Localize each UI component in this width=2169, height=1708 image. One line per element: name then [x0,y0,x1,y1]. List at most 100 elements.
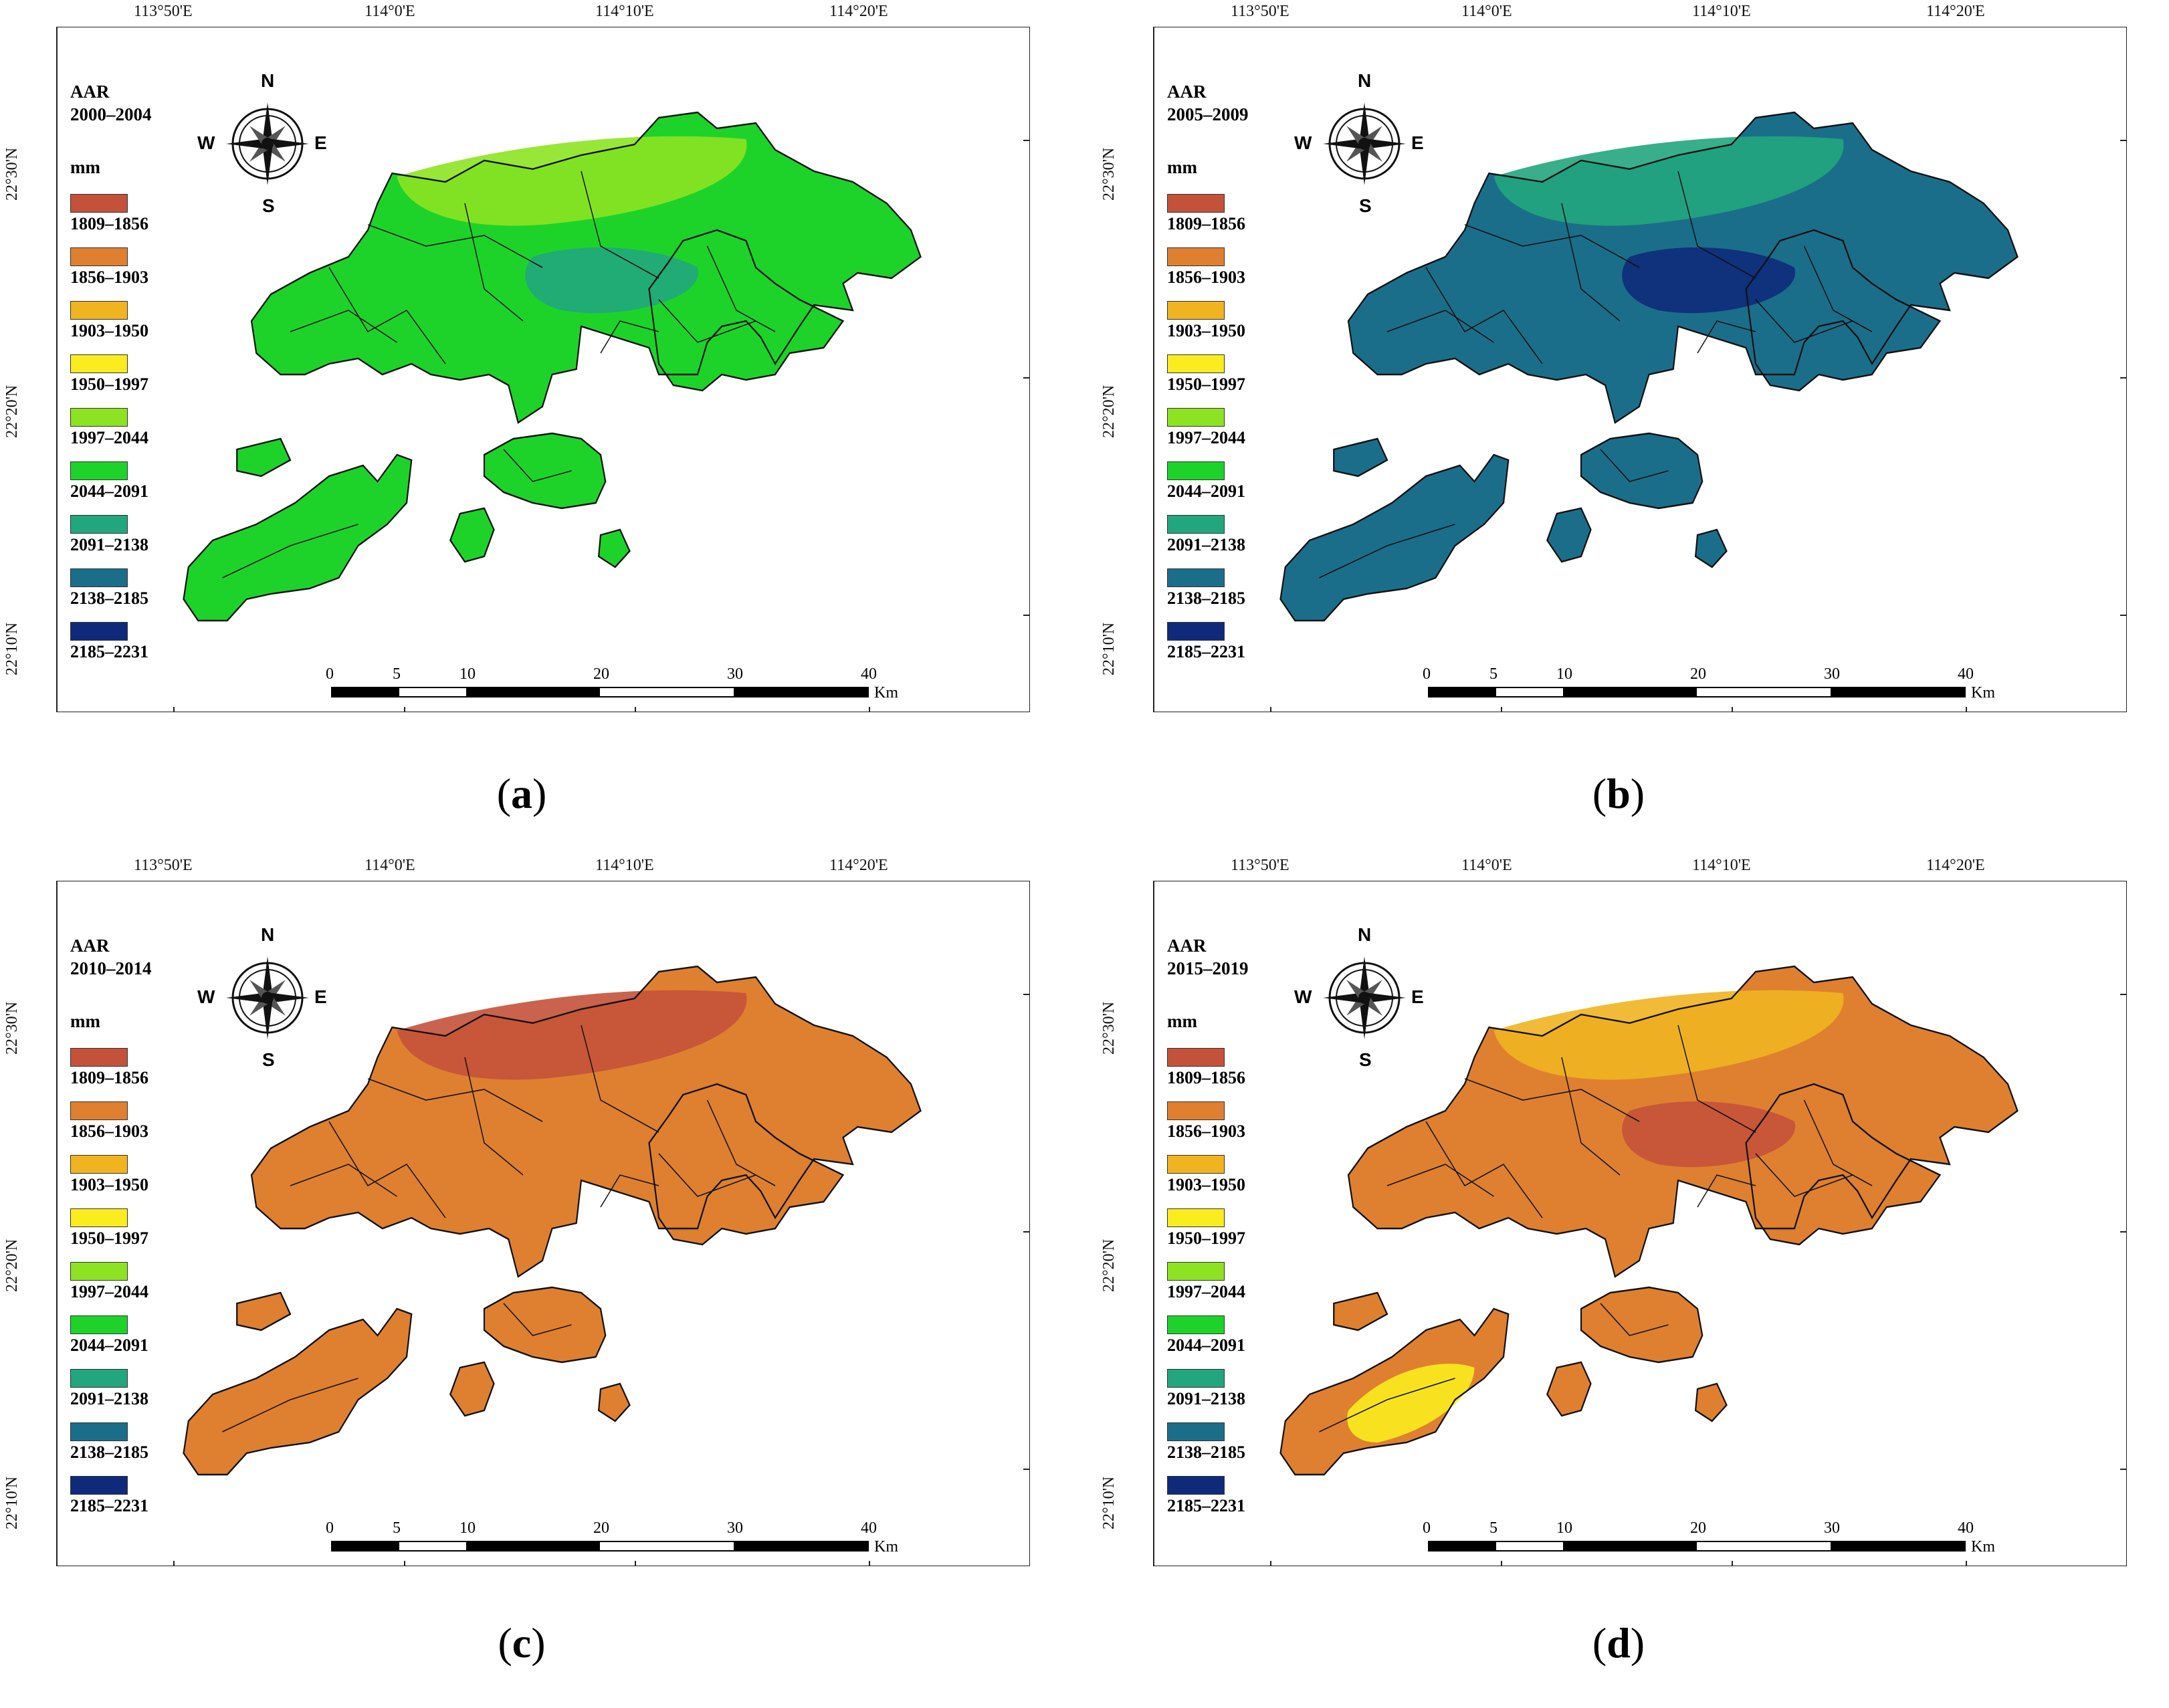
district-boundary [290,310,397,343]
coastline [1580,432,1703,510]
lat-label: 22°30'N [3,147,21,201]
lon-label: 114°0'E [365,3,415,20]
legend-label: 1950–1997 [1167,1229,1245,1248]
legend-label: 2044–2091 [70,482,148,501]
lon-label: 114°0'E [1461,3,1512,20]
legend-swatch [70,354,128,373]
legend-item: 1809–1856 [70,1048,177,1095]
legend-item: 1856–1903 [1167,247,1274,294]
district-boundary [1464,224,1640,268]
compass-w: W [197,132,215,153]
map-panel-c: 113°50'E 114°0'E 114°10'E 114°20'E 22°30'N 22… [3,857,1030,1566]
scale-unit: Km [874,684,898,702]
legend-swatch [70,515,128,534]
legend-swatch [1167,461,1225,480]
coastline [648,1083,845,1246]
legend-label: 2185–2231 [1167,642,1245,661]
scale-segment [734,1542,867,1550]
legend-title-aar: AAR [1167,936,1207,956]
scale-tick-label: 20 [1690,1519,1706,1537]
district-boundary [1425,267,1543,364]
lat-label: 22°30'N [1100,147,1118,201]
compass-e: E [314,132,327,153]
legend-swatch [1167,1208,1225,1227]
district-boundary [1677,171,1756,279]
district-boundary [367,1078,543,1122]
legend-item: 2044–2091 [1167,1315,1274,1362]
district-boundary [367,224,543,268]
legend-swatch [70,1208,128,1227]
legend-item: 1997–2044 [70,408,177,455]
legend-label: 2138–2185 [70,589,148,608]
legend-label: 1997–2044 [70,428,148,447]
legend-item: 2044–2091 [70,461,177,508]
legend-item: 1856–1903 [1167,1101,1274,1148]
lon-label: 114°20'E [829,857,888,874]
lat-label: 22°10'N [3,622,21,675]
legend-label: 1997–2044 [1167,1282,1245,1301]
lat-label: 22°20'N [1100,1239,1118,1292]
legend-item: 1809–1856 [1167,194,1274,241]
legend-label: 1856–1903 [1167,268,1245,287]
legend-swatch [70,1476,128,1495]
district-boundary [600,320,659,354]
district-boundary [1755,1153,1853,1197]
legend-swatch [1167,247,1225,266]
map-svg [1153,27,2127,712]
district-boundary [1319,524,1455,578]
lon-label: 113°50'E [1231,857,1289,874]
map-svg [56,27,1030,712]
coastline [1694,528,1728,568]
scale-tick-label: 5 [393,1519,401,1537]
lon-label: 114°10'E [595,857,654,874]
map-svg [1153,881,2127,1566]
legend-swatch [70,1048,128,1067]
legend-label: 1903–1950 [70,321,148,340]
scale-tick-label: 0 [326,1519,334,1537]
scale-segment [466,688,600,696]
scale-tick-label: 40 [1958,665,1974,683]
legend-label: 1856–1903 [70,1122,148,1141]
scale-tick-label: 30 [1824,665,1840,683]
legend-item: 2185–2231 [70,622,177,669]
district-boundary [706,1099,776,1186]
coastline [1745,229,1942,392]
legend-label: 1903–1950 [70,1175,148,1194]
compass-rose-icon [226,102,309,185]
scale-segment [1563,1542,1697,1550]
caption-b: (b) [1592,770,1645,817]
lon-label: 113°50'E [134,3,193,20]
lat-label: 22°30'N [3,1001,21,1055]
hong-kong-landmass [183,111,922,622]
scale-tick-label: 40 [861,665,877,683]
legend-item: 1809–1856 [1167,1048,1274,1095]
coastline [236,1291,292,1331]
scale-tick-label: 5 [1489,665,1497,683]
legend-item: 2138–2185 [70,1422,177,1469]
district-boundary [1600,1303,1669,1336]
scale-segment [1831,1542,1964,1550]
scale-tick-label: 10 [1556,665,1572,683]
legend-item: 2091–2138 [1167,1369,1274,1416]
legend-item: 2044–2091 [70,1315,177,1362]
legend-item: 1856–1903 [70,1101,177,1148]
scale-segment [1496,688,1563,696]
coastline [1347,111,2019,424]
legend-label: 1997–2044 [1167,428,1245,447]
district-boundary [222,524,358,578]
compass-e: E [314,986,327,1007]
legend-swatch [1167,1476,1225,1495]
legend-swatch [1167,354,1225,373]
coastline [1745,1083,1942,1246]
compass-n: N [1358,70,1372,91]
rainfall-zone [525,1101,699,1168]
district-boundary [464,1057,524,1176]
legend-label: 1950–1997 [1167,375,1245,394]
rainfall-zone [1622,1101,1796,1168]
district-boundary [658,1153,756,1197]
district-boundary [658,299,756,343]
coastline [250,965,922,1278]
legend-label: 2185–2231 [1167,1496,1245,1515]
legend-item: 2185–2231 [1167,622,1274,669]
district-boundary [1464,1078,1640,1122]
